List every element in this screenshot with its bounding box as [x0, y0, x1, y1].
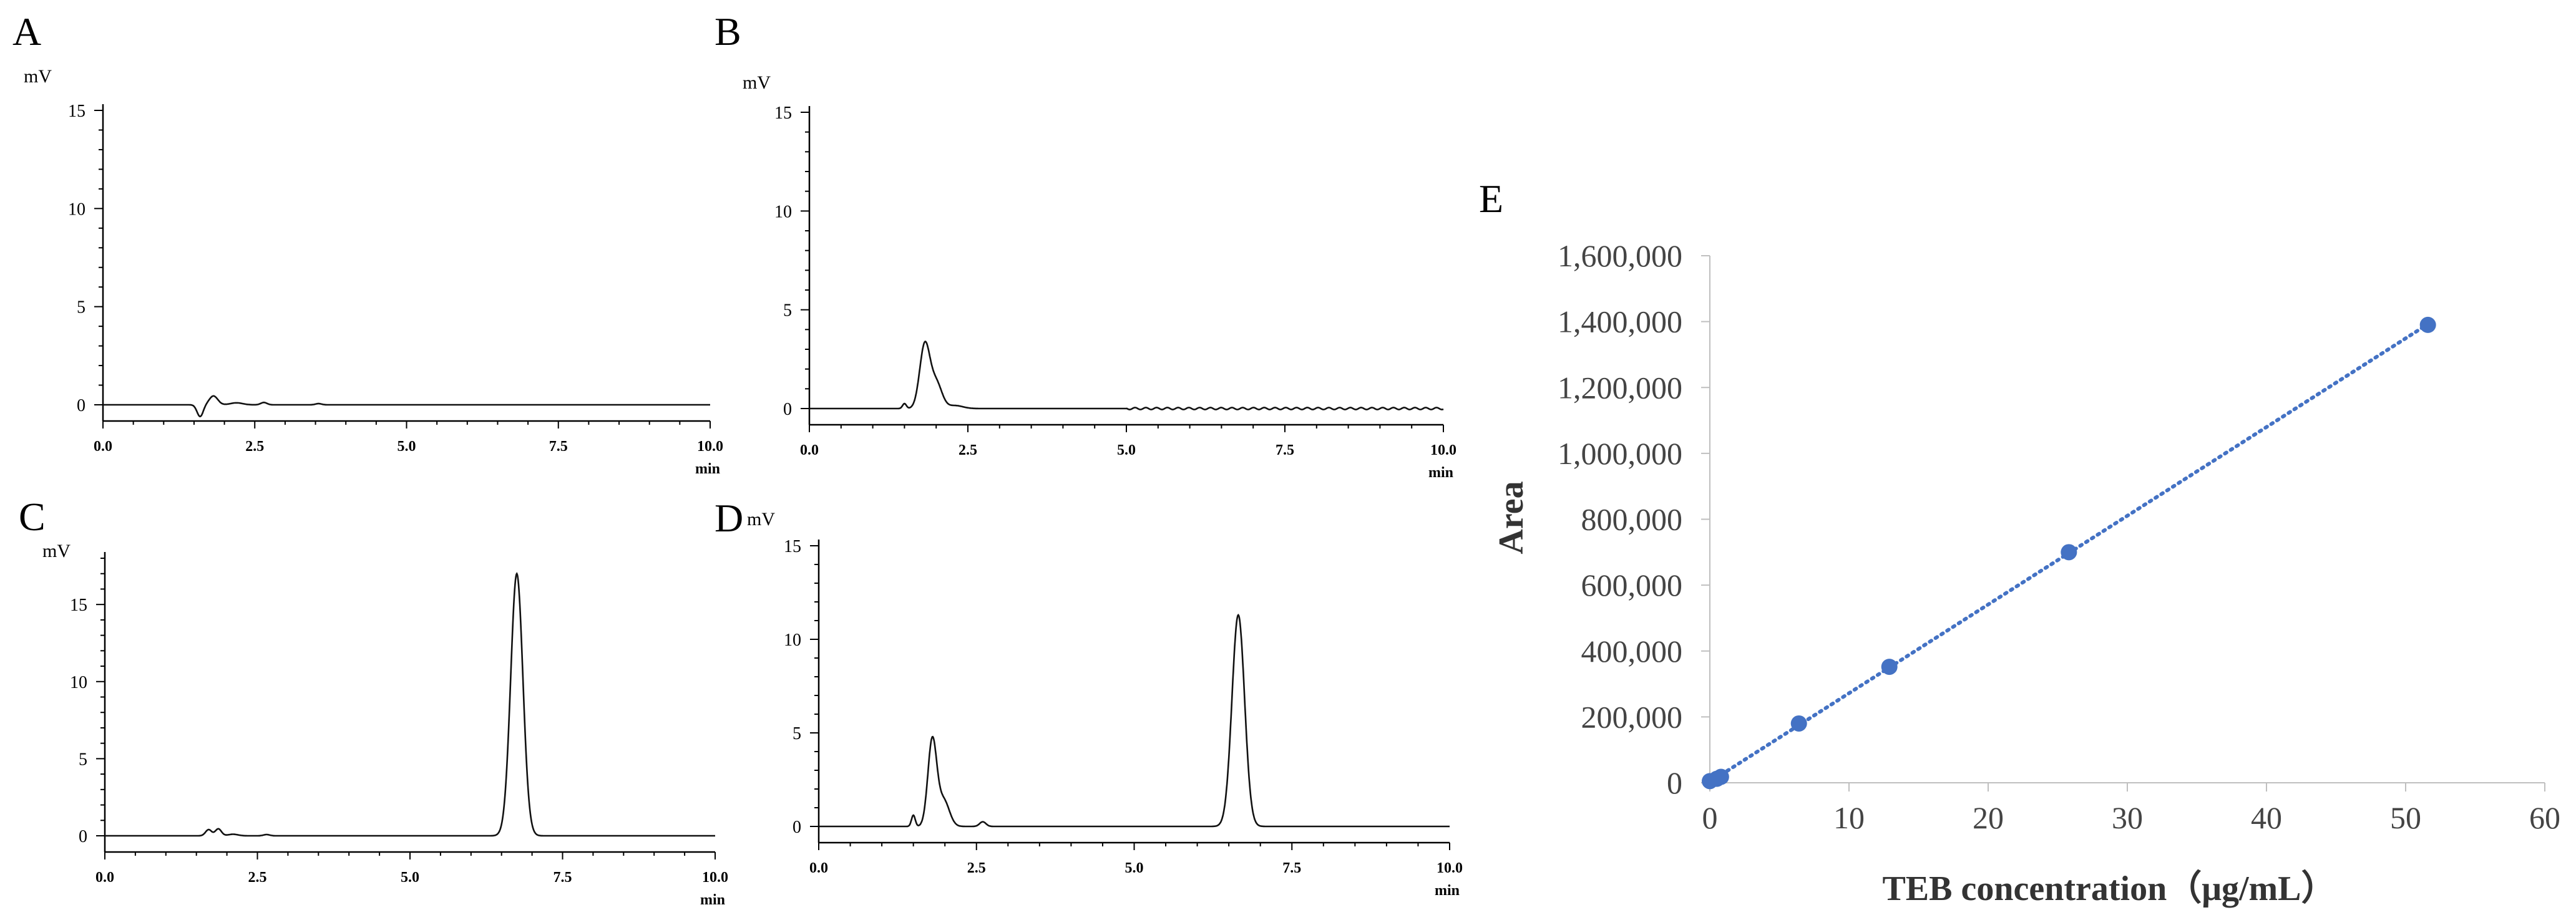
x-tick-label: 7.5 — [1282, 860, 1301, 876]
y-tick-label: 10 — [784, 631, 801, 650]
chromatogram-trace — [105, 572, 715, 837]
y-tick-label: 15 — [70, 596, 87, 615]
y-tick-label: 0 — [77, 396, 85, 415]
x-tick-label: 0.0 — [94, 438, 112, 455]
x-tick-label: 2.5 — [248, 869, 267, 886]
y-tick-label: 1,000,000 — [1558, 436, 1682, 471]
y-axis-title: Area — [1492, 481, 1531, 554]
data-point — [1712, 768, 1729, 785]
x-tick-label: 7.5 — [549, 438, 568, 455]
x-tick-label: 50 — [2390, 800, 2421, 835]
panel-letter: E — [1479, 177, 1503, 221]
x-tick-label: 7.5 — [554, 869, 572, 886]
panel-letter: A — [12, 9, 41, 54]
y-unit-label: mV — [24, 66, 52, 87]
chromatogram-panel-b: BmV 0 5 10 15 0.0 2.5 5.0 7.5 10.0 min — [715, 9, 1456, 481]
y-unit-label: mV — [42, 541, 71, 561]
data-point — [1881, 659, 1898, 675]
x-tick-label: 2.5 — [245, 438, 264, 455]
x-tick-label: 10 — [1833, 800, 1865, 835]
panel-letter: B — [715, 9, 741, 54]
y-tick-label: 15 — [774, 104, 792, 123]
x-unit-label: min — [1428, 465, 1453, 481]
x-tick-label: 20 — [1973, 800, 2004, 835]
x-tick-label: 5.0 — [1117, 442, 1136, 458]
x-tick-label: 10.0 — [702, 869, 728, 886]
y-tick-label: 0 — [79, 827, 87, 846]
chromatogram-trace — [819, 613, 1450, 828]
x-tick-label: 0.0 — [800, 442, 819, 458]
x-tick-label: 7.5 — [1276, 442, 1294, 458]
y-tick-label: 15 — [68, 102, 85, 121]
x-tick-label: 0 — [1702, 800, 1718, 835]
y-unit-label: mV — [743, 72, 771, 93]
x-unit-label: min — [1435, 883, 1460, 899]
x-tick-label: 30 — [2112, 800, 2143, 835]
y-tick-label: 0 — [793, 818, 801, 837]
y-tick-label: 1,200,000 — [1558, 370, 1682, 405]
y-tick-label: 0 — [1667, 765, 1682, 800]
x-tick-label: 5.0 — [1125, 860, 1144, 876]
y-tick-label: 1,400,000 — [1558, 304, 1682, 339]
y-tick-label: 200,000 — [1581, 699, 1683, 734]
x-tick-label: 10.0 — [1437, 860, 1463, 876]
y-tick-label: 5 — [79, 750, 87, 769]
data-point — [2061, 544, 2077, 561]
x-tick-label: 10.0 — [1430, 442, 1456, 458]
y-tick-label: 10 — [70, 673, 87, 692]
x-unit-label: min — [695, 461, 720, 477]
y-tick-label: 10 — [68, 200, 85, 219]
x-tick-label: 10.0 — [697, 438, 723, 455]
chromatogram-panel-a: AmV 0 5 10 15 0.0 2.5 5.0 7.5 10.0 min — [12, 9, 723, 477]
x-tick-label: 60 — [2529, 800, 2560, 835]
x-tick-label: 5.0 — [401, 869, 419, 886]
calibration-curve-panel-e: E 0 200,000 400,000 600,000 800,000 1,000,000 1… — [1479, 177, 2560, 908]
x-tick-label: 2.5 — [967, 860, 986, 876]
data-point — [2419, 316, 2436, 333]
y-tick-label: 15 — [784, 537, 801, 556]
x-tick-label: 5.0 — [398, 438, 416, 455]
y-tick-label: 0 — [783, 400, 792, 419]
x-tick-label: 2.5 — [959, 442, 977, 458]
y-tick-label: 5 — [783, 301, 792, 321]
chromatogram-trace — [809, 341, 1444, 410]
y-tick-label: 600,000 — [1581, 568, 1683, 603]
x-axis-title: TEB concentration（μg/mL） — [1882, 869, 2336, 908]
chromatogram-trace — [103, 395, 710, 418]
y-tick-label: 5 — [793, 724, 801, 743]
y-tick-label: 800,000 — [1581, 502, 1683, 537]
y-unit-label: mV — [747, 509, 775, 530]
x-tick-label: 0.0 — [809, 860, 828, 876]
y-tick-label: 1,600,000 — [1558, 238, 1682, 273]
panel-letter: D — [715, 496, 743, 540]
x-unit-label: min — [700, 892, 725, 908]
chromatogram-panel-c: CmV 0 5 10 15 0.0 2.5 5.0 7.5 10.0 min — [19, 495, 728, 908]
x-tick-label: 0.0 — [95, 869, 114, 886]
y-tick-label: 400,000 — [1581, 634, 1683, 669]
data-point — [1790, 715, 1807, 732]
y-tick-label: 10 — [774, 202, 792, 221]
x-tick-label: 40 — [2251, 800, 2282, 835]
y-tick-label: 5 — [77, 298, 85, 317]
panel-letter: C — [19, 495, 46, 539]
